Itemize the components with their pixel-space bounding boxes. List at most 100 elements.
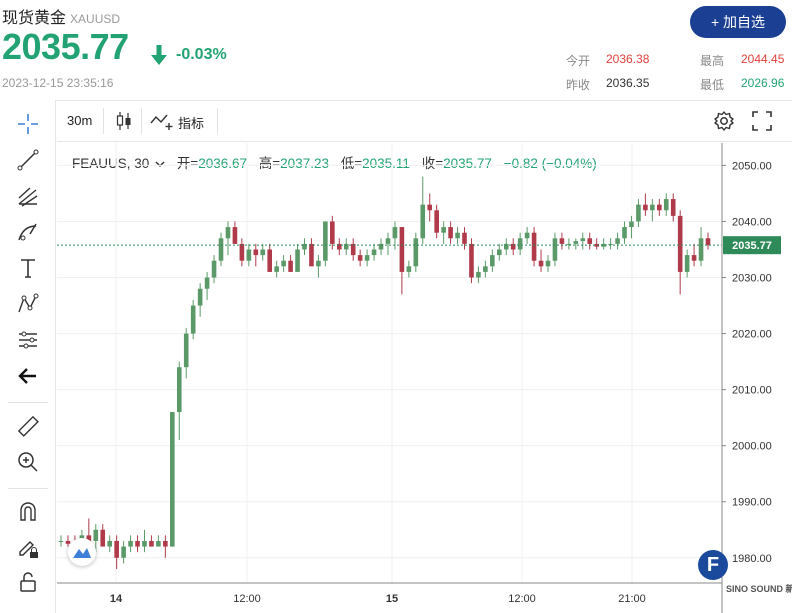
candle	[684, 249, 690, 278]
measure-icon[interactable]	[14, 326, 42, 354]
fib-icon[interactable]	[14, 182, 42, 210]
interval-selector[interactable]: 30m	[67, 113, 93, 128]
back-arrow-icon[interactable]	[14, 362, 42, 390]
add-watchlist-button[interactable]: + 加自选	[690, 6, 786, 38]
candle-type-icon[interactable]	[115, 110, 133, 132]
candle-body	[636, 204, 641, 222]
candle	[93, 524, 99, 553]
candle	[65, 535, 71, 547]
pattern-icon[interactable]	[14, 290, 42, 318]
candle-body	[211, 260, 217, 278]
trend-line-icon[interactable]	[14, 146, 42, 174]
candle-body	[267, 249, 273, 272]
candle-body	[350, 243, 356, 256]
candle-body	[650, 204, 655, 211]
candle-body	[274, 266, 279, 272]
candle-body	[434, 210, 439, 233]
high-value: 2044.45	[741, 52, 785, 66]
candle	[218, 232, 224, 267]
candle	[253, 243, 259, 267]
lock-icon[interactable]	[14, 568, 42, 596]
tv-logo-icon[interactable]	[68, 538, 96, 566]
candle-body	[684, 255, 690, 272]
candle-body	[309, 243, 314, 267]
x-tick-label: 14	[110, 593, 123, 605]
candle-body	[218, 238, 224, 261]
magnet-icon[interactable]	[14, 498, 42, 526]
text-icon[interactable]	[14, 254, 42, 282]
candle-body	[135, 540, 140, 547]
legend-change: −0.82 (−0.04%)	[503, 156, 597, 171]
candle	[476, 266, 481, 284]
candle	[691, 243, 697, 267]
toolbar-divider	[217, 108, 218, 134]
candle	[594, 238, 599, 250]
candle	[705, 232, 711, 250]
last-price-tag	[723, 236, 781, 255]
brush-icon[interactable]	[14, 218, 42, 246]
candle	[510, 238, 516, 256]
candle-body	[128, 540, 133, 547]
legend-high-label: 高=	[258, 156, 281, 171]
candle	[170, 412, 175, 547]
candle-body	[643, 204, 648, 211]
candle	[197, 283, 203, 317]
legend-close-label: 收=	[421, 156, 444, 171]
candle	[608, 238, 613, 250]
y-tick-label: 2020.00	[732, 329, 772, 341]
lock-pencil-icon[interactable]	[14, 534, 42, 562]
candle	[545, 255, 551, 272]
chart-frame	[0, 100, 792, 613]
candle	[413, 232, 419, 272]
candle-body	[538, 260, 544, 267]
crosshair-icon[interactable]	[14, 110, 42, 138]
candle-body	[225, 227, 231, 239]
candle-body	[260, 249, 266, 256]
fullscreen-icon[interactable]	[751, 110, 773, 132]
candlestick-chart[interactable]: 2050.00 2040.00 2030.00 2020.00 2010.00 2000.…	[57, 143, 792, 613]
x-tick-label: 12:00	[233, 593, 261, 605]
candle-body	[455, 232, 460, 239]
candle-body	[441, 227, 446, 233]
ruler-icon[interactable]	[14, 412, 42, 440]
candle-body	[420, 204, 426, 239]
candle	[531, 227, 537, 267]
candle-body	[670, 199, 676, 216]
y-tick-label: 2000.00	[732, 441, 772, 453]
candle	[246, 243, 252, 267]
candle-body	[323, 221, 328, 261]
candle	[135, 535, 140, 553]
candle-body	[302, 243, 307, 250]
settings-gear-icon[interactable]	[713, 110, 735, 132]
candle-body	[176, 367, 182, 413]
candle-body	[357, 255, 363, 261]
candle-body	[476, 271, 481, 278]
candle-body	[524, 232, 530, 239]
candle-body	[378, 243, 384, 250]
candle	[281, 255, 286, 272]
candle-body	[573, 241, 579, 244]
indicator-icon[interactable]	[150, 111, 176, 131]
low-value: 2026.96	[741, 76, 785, 90]
candle	[524, 227, 530, 244]
candle-body	[601, 243, 606, 247]
candle	[650, 199, 655, 222]
candle-body	[587, 238, 593, 244]
legend-symbol[interactable]: FEAUUS, 30	[72, 156, 150, 171]
candle-body	[371, 249, 377, 256]
zoom-in-icon[interactable]	[14, 448, 42, 476]
candle	[615, 232, 620, 250]
y-tick-label: 2030.00	[732, 273, 772, 285]
candle	[330, 215, 335, 250]
candle	[580, 232, 586, 250]
candle	[343, 238, 349, 256]
indicators-label[interactable]: 指标	[178, 116, 205, 131]
candle-body	[545, 260, 551, 267]
candle	[336, 238, 342, 256]
time-axis: 14 12:00 15 12:00 21:00	[57, 582, 722, 605]
candle-body	[622, 227, 627, 239]
chevron-down-icon[interactable]	[155, 160, 165, 168]
candle	[503, 238, 509, 256]
candle-body	[343, 243, 349, 250]
candle	[350, 238, 356, 261]
